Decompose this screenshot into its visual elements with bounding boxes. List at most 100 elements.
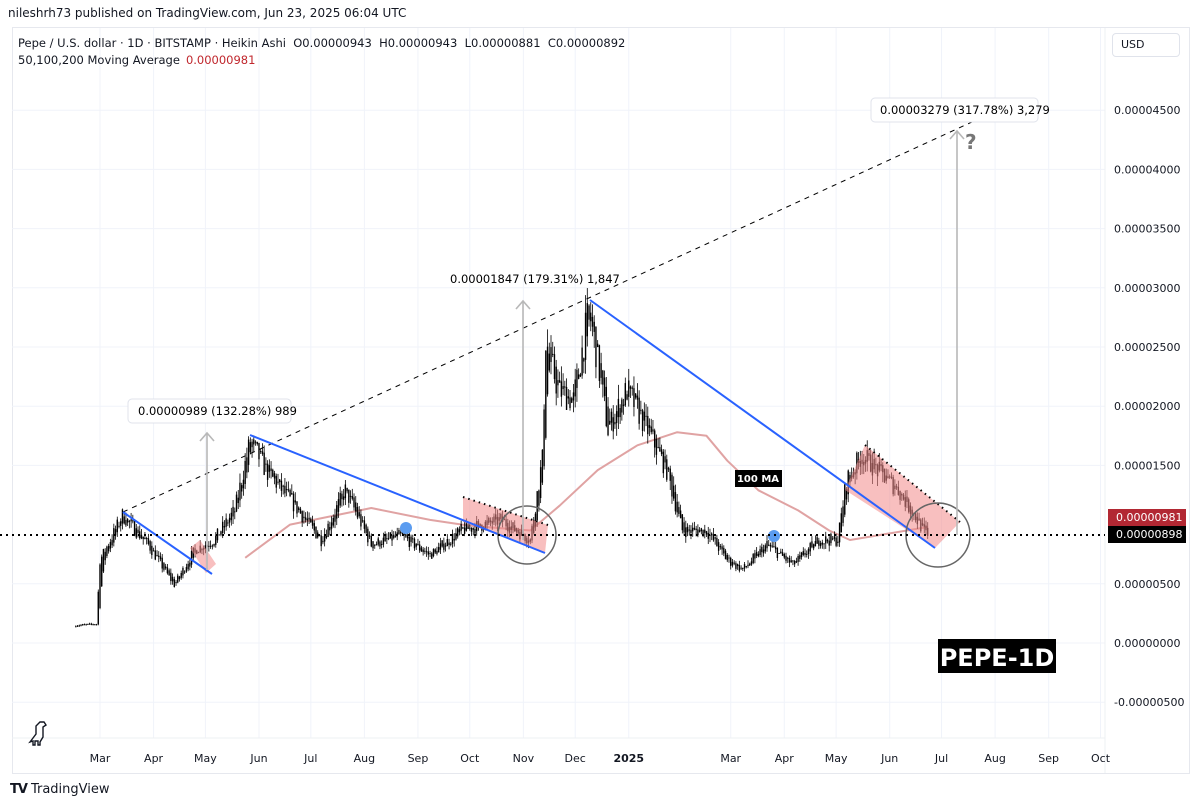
candle-body [455, 533, 457, 540]
candle-body [159, 556, 162, 560]
candle-body [456, 528, 459, 537]
x-tick-label: Aug [354, 752, 375, 765]
candle-body [541, 449, 544, 483]
candle-body [560, 381, 563, 397]
candle-body [190, 551, 193, 565]
candle-body [534, 513, 537, 527]
candle-body [638, 397, 640, 424]
candle-body [615, 411, 618, 424]
price-axis[interactable]: 0.00004500 0.00004000 0.00003500 0.00003000… [1114, 104, 1184, 709]
candle-body [372, 541, 374, 549]
candle-body [778, 552, 780, 554]
candle-body [807, 548, 810, 555]
ma-price-tag [1108, 509, 1186, 526]
candle-body [676, 501, 678, 513]
candle-body [818, 540, 820, 546]
x-tick-label: Oct [460, 752, 480, 765]
blue-trendline-3[interactable] [589, 299, 936, 549]
candle-body [348, 489, 350, 503]
candle-body [363, 520, 366, 529]
candle-body [721, 546, 723, 550]
candle-body [643, 411, 646, 421]
candle-body [341, 493, 343, 500]
candle-body [628, 380, 630, 397]
ma-label: 100 MA [737, 474, 779, 485]
candle-body [733, 562, 735, 564]
marker-dot-1[interactable] [400, 522, 412, 534]
candle-body [424, 550, 426, 552]
candle-body [82, 624, 84, 626]
candle-body [218, 534, 220, 536]
candle-body [788, 558, 791, 563]
candle-body [856, 452, 858, 474]
candle-body [220, 531, 222, 535]
candle-body [446, 539, 449, 547]
candle-body [640, 409, 642, 411]
candle-body [109, 542, 112, 549]
candle-body [692, 527, 694, 532]
candle-body [793, 560, 796, 565]
time-axis[interactable]: Mar Apr May Jun Jul Aug Sep Oct Nov Dec 2025 Mar Apr… [90, 752, 1111, 765]
candle-body [631, 387, 633, 389]
candle-body [121, 509, 124, 524]
candle-body [538, 490, 540, 506]
candle-body [436, 550, 438, 554]
candle-body [156, 555, 158, 557]
measure-arrow-1[interactable] [199, 431, 215, 570]
candle-body [78, 625, 80, 627]
candle-body [444, 545, 447, 547]
candle-body [427, 551, 430, 555]
candle-body [230, 512, 233, 521]
legend-open: O0.00000943 [293, 36, 372, 50]
x-tick-label: Apr [775, 752, 795, 765]
y-tick-label: 0.00000000 [1114, 637, 1180, 650]
dino-icon[interactable] [28, 721, 47, 746]
candle-body [641, 410, 644, 431]
candle-body [88, 623, 91, 625]
candle-body [740, 567, 742, 569]
candle-body [550, 347, 552, 363]
y-tick-label: 0.00002500 [1114, 341, 1180, 354]
candle-body [185, 567, 188, 572]
footer-brand[interactable]: TradingView [30, 782, 110, 797]
candle-body [135, 528, 137, 538]
candle-body [434, 549, 436, 553]
candle-body [596, 343, 599, 348]
x-tick-label: Dec [565, 752, 586, 765]
candle-body [417, 543, 419, 546]
blue-trendline-2[interactable] [249, 434, 546, 554]
candle-body [607, 406, 609, 436]
candle-body [213, 544, 215, 546]
legend-indicator-name[interactable]: 50,100,200 Moving Average [18, 53, 180, 67]
candle-body [387, 538, 390, 540]
candle-body [361, 520, 364, 522]
candle-body [130, 519, 132, 522]
candle-body [617, 398, 620, 418]
currency-button[interactable]: USD [1112, 33, 1180, 57]
dashed-trendline[interactable] [122, 115, 986, 513]
candle-body [588, 305, 590, 320]
candle-body [358, 512, 360, 517]
blue-trendline-1[interactable] [122, 511, 213, 575]
candle-body [317, 532, 319, 538]
candle-body [553, 354, 556, 380]
candle-body [774, 546, 777, 550]
candle-body [80, 624, 82, 626]
measure-arrow-3[interactable] [949, 129, 965, 535]
candle-body [472, 528, 474, 530]
legend-symbol[interactable]: Pepe / U.S. dollar · 1D · BITSTAMP · Hei… [18, 36, 286, 50]
candle-body [806, 553, 808, 555]
candle-body [576, 369, 578, 388]
candle-body [152, 550, 155, 552]
measure-arrow-2[interactable] [515, 299, 531, 540]
candle-body [766, 541, 768, 549]
candle-body [253, 439, 255, 445]
pattern-box-3[interactable] [845, 445, 960, 548]
pattern-box-2[interactable] [463, 497, 548, 553]
candle-body [87, 623, 89, 625]
candle-body [819, 543, 822, 547]
candle-body [204, 545, 207, 549]
candle-body [552, 353, 554, 355]
pattern-box-1[interactable] [190, 540, 216, 573]
